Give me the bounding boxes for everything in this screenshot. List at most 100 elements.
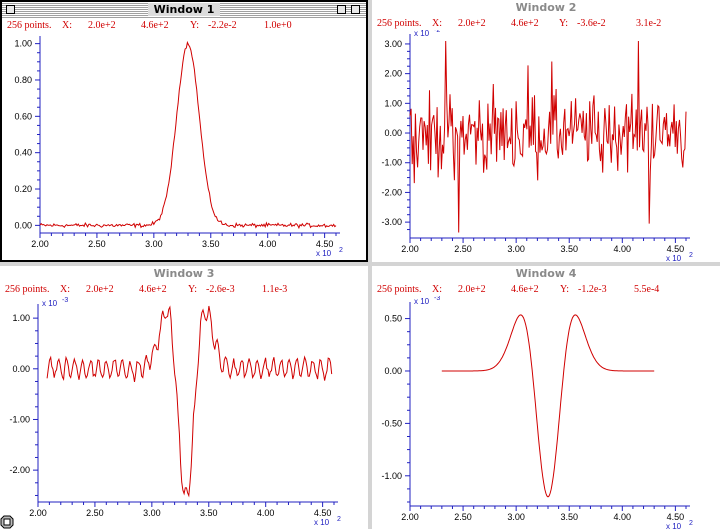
- x-exponent-label: x 10: [316, 249, 332, 258]
- points-count: 256 points.: [377, 18, 422, 29]
- y-exponent: -3: [434, 296, 440, 302]
- x-exponent: 2: [689, 252, 693, 259]
- y-max: 1.1e-3: [262, 284, 288, 295]
- y-min: -2.6e-3: [206, 284, 235, 295]
- y-max: 5.5e-4: [634, 284, 660, 295]
- y-max: 3.1e-2: [636, 18, 662, 29]
- window-4[interactable]: Window 4 256 points. X: 2.0e+2 4.6e+2 Y:…: [372, 266, 720, 529]
- x-tick-label: 2.00: [31, 239, 49, 249]
- x-tick-label: 3.00: [507, 512, 525, 522]
- plot-area[interactable]: 2.00 2.50 3.00 3.50 4.00 4.50x 10 2 0.00 0.20 0.4…: [2, 32, 366, 260]
- y-tick-label: 1.00: [384, 98, 402, 108]
- y-tick-label: 0.20: [14, 184, 32, 194]
- x-tick-label: 4.50: [314, 508, 332, 518]
- y-exponent-label: x 10: [414, 30, 430, 38]
- y-label: Y:: [190, 20, 200, 31]
- y-tick-label: 3.00: [384, 39, 402, 49]
- x-tick-label: 4.00: [257, 508, 275, 518]
- x-tick-label: 4.00: [614, 512, 632, 522]
- y-tick-label: 1.00: [14, 39, 32, 49]
- y-min: -3.6e-2: [577, 18, 606, 29]
- points-count: 256 points.: [5, 284, 50, 295]
- x-exponent: 2: [337, 516, 341, 523]
- series-line: [39, 40, 337, 230]
- zoom-box-icon[interactable]: [337, 5, 346, 14]
- y-tick-label: 2.00: [384, 69, 402, 79]
- y-tick-label: 0.40: [14, 148, 32, 158]
- series-line: [409, 40, 687, 233]
- x-tick-label: 2.00: [29, 508, 47, 518]
- x-tick-label: 4.50: [667, 512, 685, 522]
- window-1[interactable]: Window 1 256 points. X: 2.0e+2 4.6e+2 Y:…: [0, 0, 368, 262]
- y-tick-label: -3.00: [381, 217, 402, 227]
- grow-box-icon[interactable]: [0, 515, 14, 529]
- x-tick-label: 3.00: [507, 244, 525, 254]
- window-3-titlebar[interactable]: Window 3: [0, 266, 368, 282]
- window-2-titlebar[interactable]: Window 2: [372, 0, 720, 16]
- plot-area[interactable]: 2.00 2.50 3.00 3.50 4.00 4.50x 10 2-1.00-0.500…: [372, 296, 720, 529]
- x-exponent-label: x 10: [666, 522, 682, 529]
- y-label: Y:: [188, 284, 198, 295]
- plot-area[interactable]: 2.00 2.50 3.00 3.50 4.00 4.50x 10 2-2.00-1.000…: [0, 296, 368, 529]
- window-title: Window 1: [147, 3, 221, 16]
- x-label: X:: [62, 20, 72, 31]
- x-max: 4.6e+2: [511, 284, 539, 295]
- x-min: 2.0e+2: [458, 18, 486, 29]
- y-exponent-label: x 10: [414, 297, 430, 306]
- y-tick-label: -0.50: [381, 418, 402, 428]
- y-tick-label: 0.00: [14, 220, 32, 230]
- y-exponent: -2: [434, 30, 440, 34]
- x-tick-label: 2.50: [454, 512, 472, 522]
- y-tick-label: 0.00: [12, 364, 30, 374]
- window-4-titlebar[interactable]: Window 4: [372, 266, 720, 282]
- x-exponent-label: x 10: [666, 254, 682, 262]
- points-count: 256 points.: [7, 20, 52, 31]
- x-tick-label: 4.00: [259, 239, 277, 249]
- x-exponent: 2: [339, 247, 343, 254]
- x-label: X:: [432, 18, 442, 29]
- window-title: Window 2: [515, 1, 577, 14]
- x-exponent: 2: [689, 520, 693, 527]
- y-tick-label: -2.00: [9, 465, 30, 475]
- x-exponent-label: x 10: [314, 518, 330, 527]
- x-tick-label: 4.50: [667, 244, 685, 254]
- y-tick-label: 0.50: [384, 314, 402, 324]
- plot-area[interactable]: 2.00 2.50 3.00 3.50 4.00 4.50x 10 2-3.00-2.00-…: [372, 30, 720, 262]
- x-tick-label: 2.50: [88, 239, 106, 249]
- y-tick-label: -1.00: [9, 414, 30, 424]
- y-exponent-label: x 10: [42, 299, 58, 308]
- close-box-icon[interactable]: [6, 5, 15, 14]
- x-tick-label: 3.50: [202, 239, 220, 249]
- y-min: -2.2e-2: [208, 20, 237, 31]
- y-tick-label: 0.80: [14, 75, 32, 85]
- x-tick-label: 3.00: [143, 508, 161, 518]
- series-line: [441, 314, 655, 498]
- y-max: 1.0e+0: [264, 20, 292, 31]
- y-tick-label: -1.00: [381, 471, 402, 481]
- window-3[interactable]: Window 3 256 points. X: 2.0e+2 4.6e+2 Y:…: [0, 266, 368, 529]
- x-tick-label: 2.00: [401, 512, 419, 522]
- x-max: 4.6e+2: [511, 18, 539, 29]
- x-max: 4.6e+2: [141, 20, 169, 31]
- y-tick-label: 0.00: [384, 366, 402, 376]
- y-tick-label: -1.00: [381, 158, 402, 168]
- x-tick-label: 2.50: [86, 508, 104, 518]
- y-label: Y:: [560, 284, 570, 295]
- y-tick-label: 0.00: [384, 128, 402, 138]
- x-min: 2.0e+2: [458, 284, 486, 295]
- x-tick-label: 3.50: [200, 508, 218, 518]
- window-2[interactable]: Window 2 256 points. X: 2.0e+2 4.6e+2 Y:…: [372, 0, 720, 262]
- window-1-titlebar[interactable]: Window 1: [2, 2, 366, 18]
- x-tick-label: 2.50: [454, 244, 472, 254]
- x-tick-label: 3.50: [560, 512, 578, 522]
- x-tick-label: 3.00: [145, 239, 163, 249]
- x-tick-label: 2.00: [401, 244, 419, 254]
- series-line: [46, 305, 333, 498]
- y-exponent: -3: [62, 297, 68, 304]
- collapse-box-icon[interactable]: [351, 5, 360, 14]
- y-label: Y:: [559, 18, 569, 29]
- x-label: X:: [432, 284, 442, 295]
- x-tick-label: 4.50: [316, 239, 334, 249]
- x-min: 2.0e+2: [86, 284, 114, 295]
- window-title: Window 4: [515, 267, 577, 280]
